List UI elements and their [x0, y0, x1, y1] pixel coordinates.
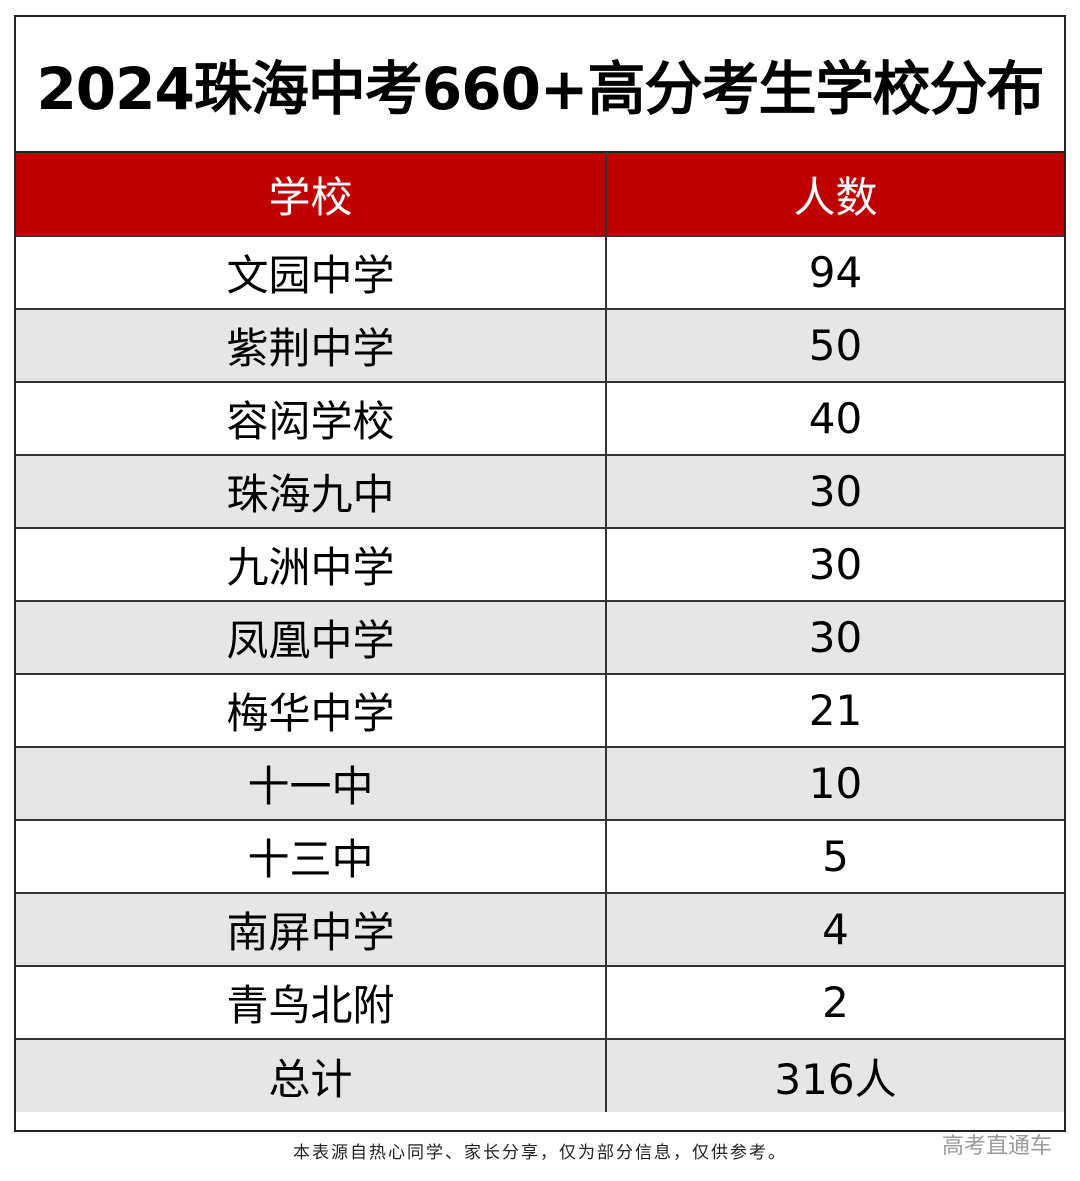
table-row: 文园中学 94 — [16, 236, 1064, 310]
count-cell: 10 — [606, 747, 1064, 821]
total-label: 总计 — [16, 1039, 607, 1112]
table-row: 珠海九中 30 — [16, 455, 1064, 529]
table-row: 十一中 10 — [16, 747, 1064, 821]
school-cell: 容闳学校 — [16, 382, 607, 456]
total-row: 总计 316人 — [16, 1039, 1064, 1112]
school-cell: 十一中 — [16, 747, 607, 821]
watermark: 高考直通车 — [941, 1134, 1052, 1159]
source-footnote: 本表源自热心同学、家长分享，仅为部分信息，仅供参考。 — [293, 1143, 787, 1163]
table-row: 南屏中学 4 — [16, 893, 1064, 967]
count-cell: 50 — [606, 309, 1064, 383]
count-cell: 30 — [606, 455, 1064, 529]
table-row: 容闳学校 40 — [16, 382, 1064, 456]
total-value: 316人 — [606, 1039, 1064, 1112]
school-cell: 十三中 — [16, 820, 607, 894]
count-cell: 4 — [606, 893, 1064, 967]
count-cell: 30 — [606, 601, 1064, 675]
school-cell: 凤凰中学 — [16, 601, 607, 675]
page-title: 2024珠海中考660+高分考生学校分布 — [16, 17, 1064, 153]
column-header-count: 人数 — [606, 153, 1064, 237]
school-cell: 珠海九中 — [16, 455, 607, 529]
count-cell: 5 — [606, 820, 1064, 894]
table-row: 九洲中学 30 — [16, 528, 1064, 602]
distribution-sheet: 2024珠海中考660+高分考生学校分布 学校 人数 文园中学 94 紫荆中学 … — [14, 15, 1066, 1132]
table-header-row: 学校 人数 — [16, 153, 1064, 237]
count-cell: 30 — [606, 528, 1064, 602]
table-row: 青鸟北附 2 — [16, 966, 1064, 1040]
count-cell: 21 — [606, 674, 1064, 748]
school-cell: 紫荆中学 — [16, 309, 607, 383]
school-cell: 南屏中学 — [16, 893, 607, 967]
count-cell: 40 — [606, 382, 1064, 456]
table-row: 紫荆中学 50 — [16, 309, 1064, 383]
count-cell: 94 — [606, 236, 1064, 310]
column-header-school: 学校 — [16, 153, 607, 237]
table-row: 十三中 5 — [16, 820, 1064, 894]
school-cell: 文园中学 — [16, 236, 607, 310]
school-distribution-table: 学校 人数 文园中学 94 紫荆中学 50 容闳学校 40 珠海九中 30 九洲 — [16, 153, 1064, 1112]
school-cell: 九洲中学 — [16, 528, 607, 602]
table-row: 梅华中学 21 — [16, 674, 1064, 748]
table-row: 凤凰中学 30 — [16, 601, 1064, 675]
school-cell: 青鸟北附 — [16, 966, 607, 1040]
school-cell: 梅华中学 — [16, 674, 607, 748]
count-cell: 2 — [606, 966, 1064, 1040]
